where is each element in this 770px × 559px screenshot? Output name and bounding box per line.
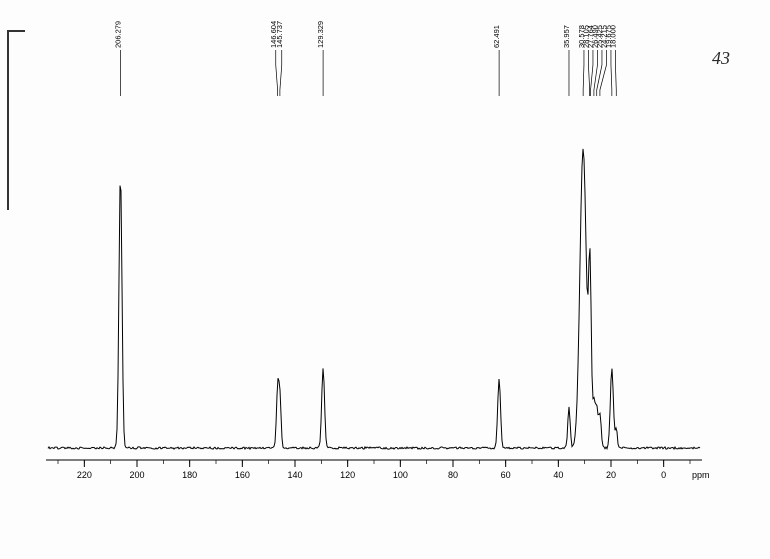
- x-axis-unit-label: ppm: [692, 470, 710, 480]
- x-axis-tick-label: 0: [661, 470, 666, 480]
- x-axis-tick-label: 60: [501, 470, 511, 480]
- spectrum-trace: [48, 149, 700, 449]
- x-axis-tick-label: 220: [77, 470, 92, 480]
- peak-label-connector: [588, 65, 589, 90]
- nmr-spectrum-page: 220200180160140120100806040200ppm206.279…: [0, 0, 770, 559]
- page-number-annotation: 43: [712, 48, 730, 69]
- x-axis-tick-label: 120: [340, 470, 355, 480]
- peak-label-connector: [594, 65, 598, 90]
- nmr-spectrum-svg: 220200180160140120100806040200ppm206.279…: [0, 0, 770, 559]
- x-axis-tick-label: 100: [393, 470, 408, 480]
- peak-value-label: 206.279: [113, 21, 122, 48]
- peak-label-connector: [615, 65, 616, 90]
- peak-label-connector: [276, 65, 278, 90]
- x-axis-tick-label: 80: [448, 470, 458, 480]
- peak-value-label: 18.000: [608, 25, 617, 48]
- peak-label-connector: [591, 65, 593, 90]
- x-axis-tick-label: 160: [235, 470, 250, 480]
- x-axis-tick-label: 40: [553, 470, 563, 480]
- peak-label-connector: [611, 65, 612, 90]
- peak-label-connector: [583, 65, 584, 90]
- x-axis-tick-label: 200: [129, 470, 144, 480]
- peak-value-label: 35.957: [562, 25, 571, 48]
- x-axis-tick-label: 20: [606, 470, 616, 480]
- peak-value-label: 62.491: [492, 25, 501, 48]
- peak-value-label: 145.737: [275, 21, 284, 48]
- x-axis-tick-label: 180: [182, 470, 197, 480]
- x-axis-tick-label: 140: [287, 470, 302, 480]
- peak-value-label: 129.329: [316, 21, 325, 48]
- peak-label-connector: [280, 65, 282, 90]
